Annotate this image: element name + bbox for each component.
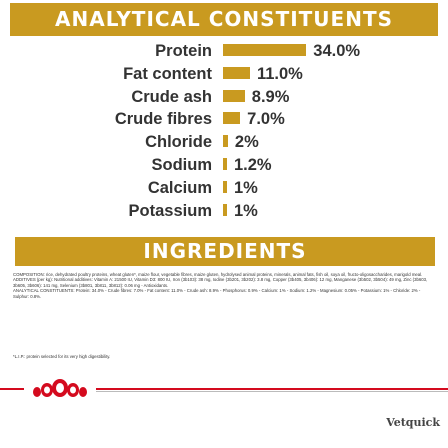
nutrient-label: Crude ash [131, 87, 212, 106]
crown-logo-icon [33, 379, 87, 397]
nutrient-label: Protein [155, 42, 212, 60]
nutrient-label: Chloride [145, 133, 212, 152]
nutrient-bar [223, 135, 228, 148]
ingredients-banner: INGREDIENTS [15, 237, 435, 266]
nutrient-bar [223, 44, 307, 56]
nutrient-value: 11.0% [256, 64, 303, 83]
nutrient-bar [223, 180, 227, 193]
footer-gray-line [96, 391, 448, 392]
nutrient-value: 7.0% [247, 110, 285, 129]
nutrient-row: Crude fibres 7.0% [0, 108, 448, 130]
footer-red-line-left [0, 388, 24, 390]
nutrient-label: Crude fibres [114, 110, 212, 129]
nutrient-bar [223, 158, 227, 170]
nutrient-row: Potassium 1% [0, 200, 448, 222]
nutrient-value: 34.0% [313, 42, 361, 60]
nutrient-label: Potassium [128, 201, 212, 220]
nutrient-value: 1% [234, 178, 258, 197]
nutrient-row: Sodium 1.2% [0, 154, 448, 176]
composition-text: COMPOSITION: rice, dehydrated poultry pr… [13, 272, 435, 299]
nutrient-row: Chloride 2% [0, 131, 448, 153]
nutrient-value: 1.2% [234, 156, 272, 174]
additives-paragraph: ADDITIVES (per kg): Nutritional additive… [13, 277, 428, 288]
brand-watermark: Vetquick [386, 416, 440, 429]
footer-red-line-right [96, 388, 448, 390]
nutrient-row: Calcium 1% [0, 177, 448, 199]
nutrient-bar [223, 203, 227, 216]
composition-paragraph: COMPOSITION: rice, dehydrated poultry pr… [13, 272, 423, 277]
nutrient-value: 2% [234, 133, 259, 152]
nutrient-label: Calcium [147, 178, 212, 197]
analytical-paragraph: ANALYTICAL CONSTITUENTS: Protein: 34.0% … [13, 288, 421, 299]
nutrient-bar [223, 66, 250, 79]
lip-footnote: *L.I.P.: protein selected for its very h… [13, 354, 111, 359]
nutrient-row: Protein 34.0% [0, 40, 448, 62]
nutrient-row: Fat content 11.0% [0, 63, 448, 85]
nutrient-value: 1% [234, 201, 258, 220]
nutrient-label: Sodium [151, 156, 213, 174]
analytical-constituents-banner: ANALYTICAL CONSTITUENTS [10, 3, 438, 36]
nutrient-bar [223, 89, 245, 102]
nutrient-value: 8.9% [251, 87, 290, 106]
nutrient-label: Fat content [123, 64, 212, 83]
nutrient-bar [223, 112, 241, 125]
nutrient-row: Crude ash 8.9% [0, 86, 448, 108]
